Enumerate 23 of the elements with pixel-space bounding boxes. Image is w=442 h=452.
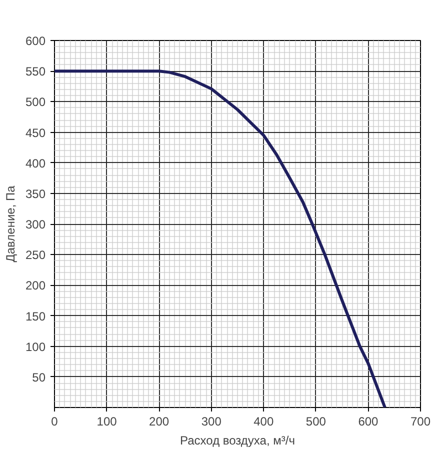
x-tick-label: 700 <box>410 414 431 428</box>
y-tick-label: 600 <box>25 34 46 48</box>
y-tick-label: 200 <box>25 278 46 293</box>
x-tick-label: 600 <box>358 414 379 428</box>
y-tick-label: 400 <box>25 156 46 170</box>
x-tick-label: 400 <box>254 414 274 428</box>
y-tick-label: 250 <box>25 248 46 262</box>
x-tick-label: 0 <box>51 414 58 428</box>
y-tick-label: 150 <box>25 309 46 324</box>
y-tick-label: 450 <box>25 126 46 140</box>
y-tick-label: 50 <box>32 370 46 384</box>
y-axis-title: Давление, Па <box>3 185 18 262</box>
y-tick-label: 500 <box>25 95 46 110</box>
y-tick-label: 300 <box>25 218 46 232</box>
y-tick-label: 350 <box>25 186 46 201</box>
x-axis-title: Расход воздуха, м³/ч <box>180 434 295 448</box>
x-tick-label: 100 <box>96 414 118 428</box>
x-tick-label: 200 <box>149 414 170 428</box>
y-tick-label: 100 <box>25 340 46 354</box>
x-tick-label: 300 <box>201 414 222 428</box>
x-tick-label: 500 <box>306 414 326 428</box>
line-series <box>54 70 386 408</box>
y-tick-label: 550 <box>25 64 46 79</box>
